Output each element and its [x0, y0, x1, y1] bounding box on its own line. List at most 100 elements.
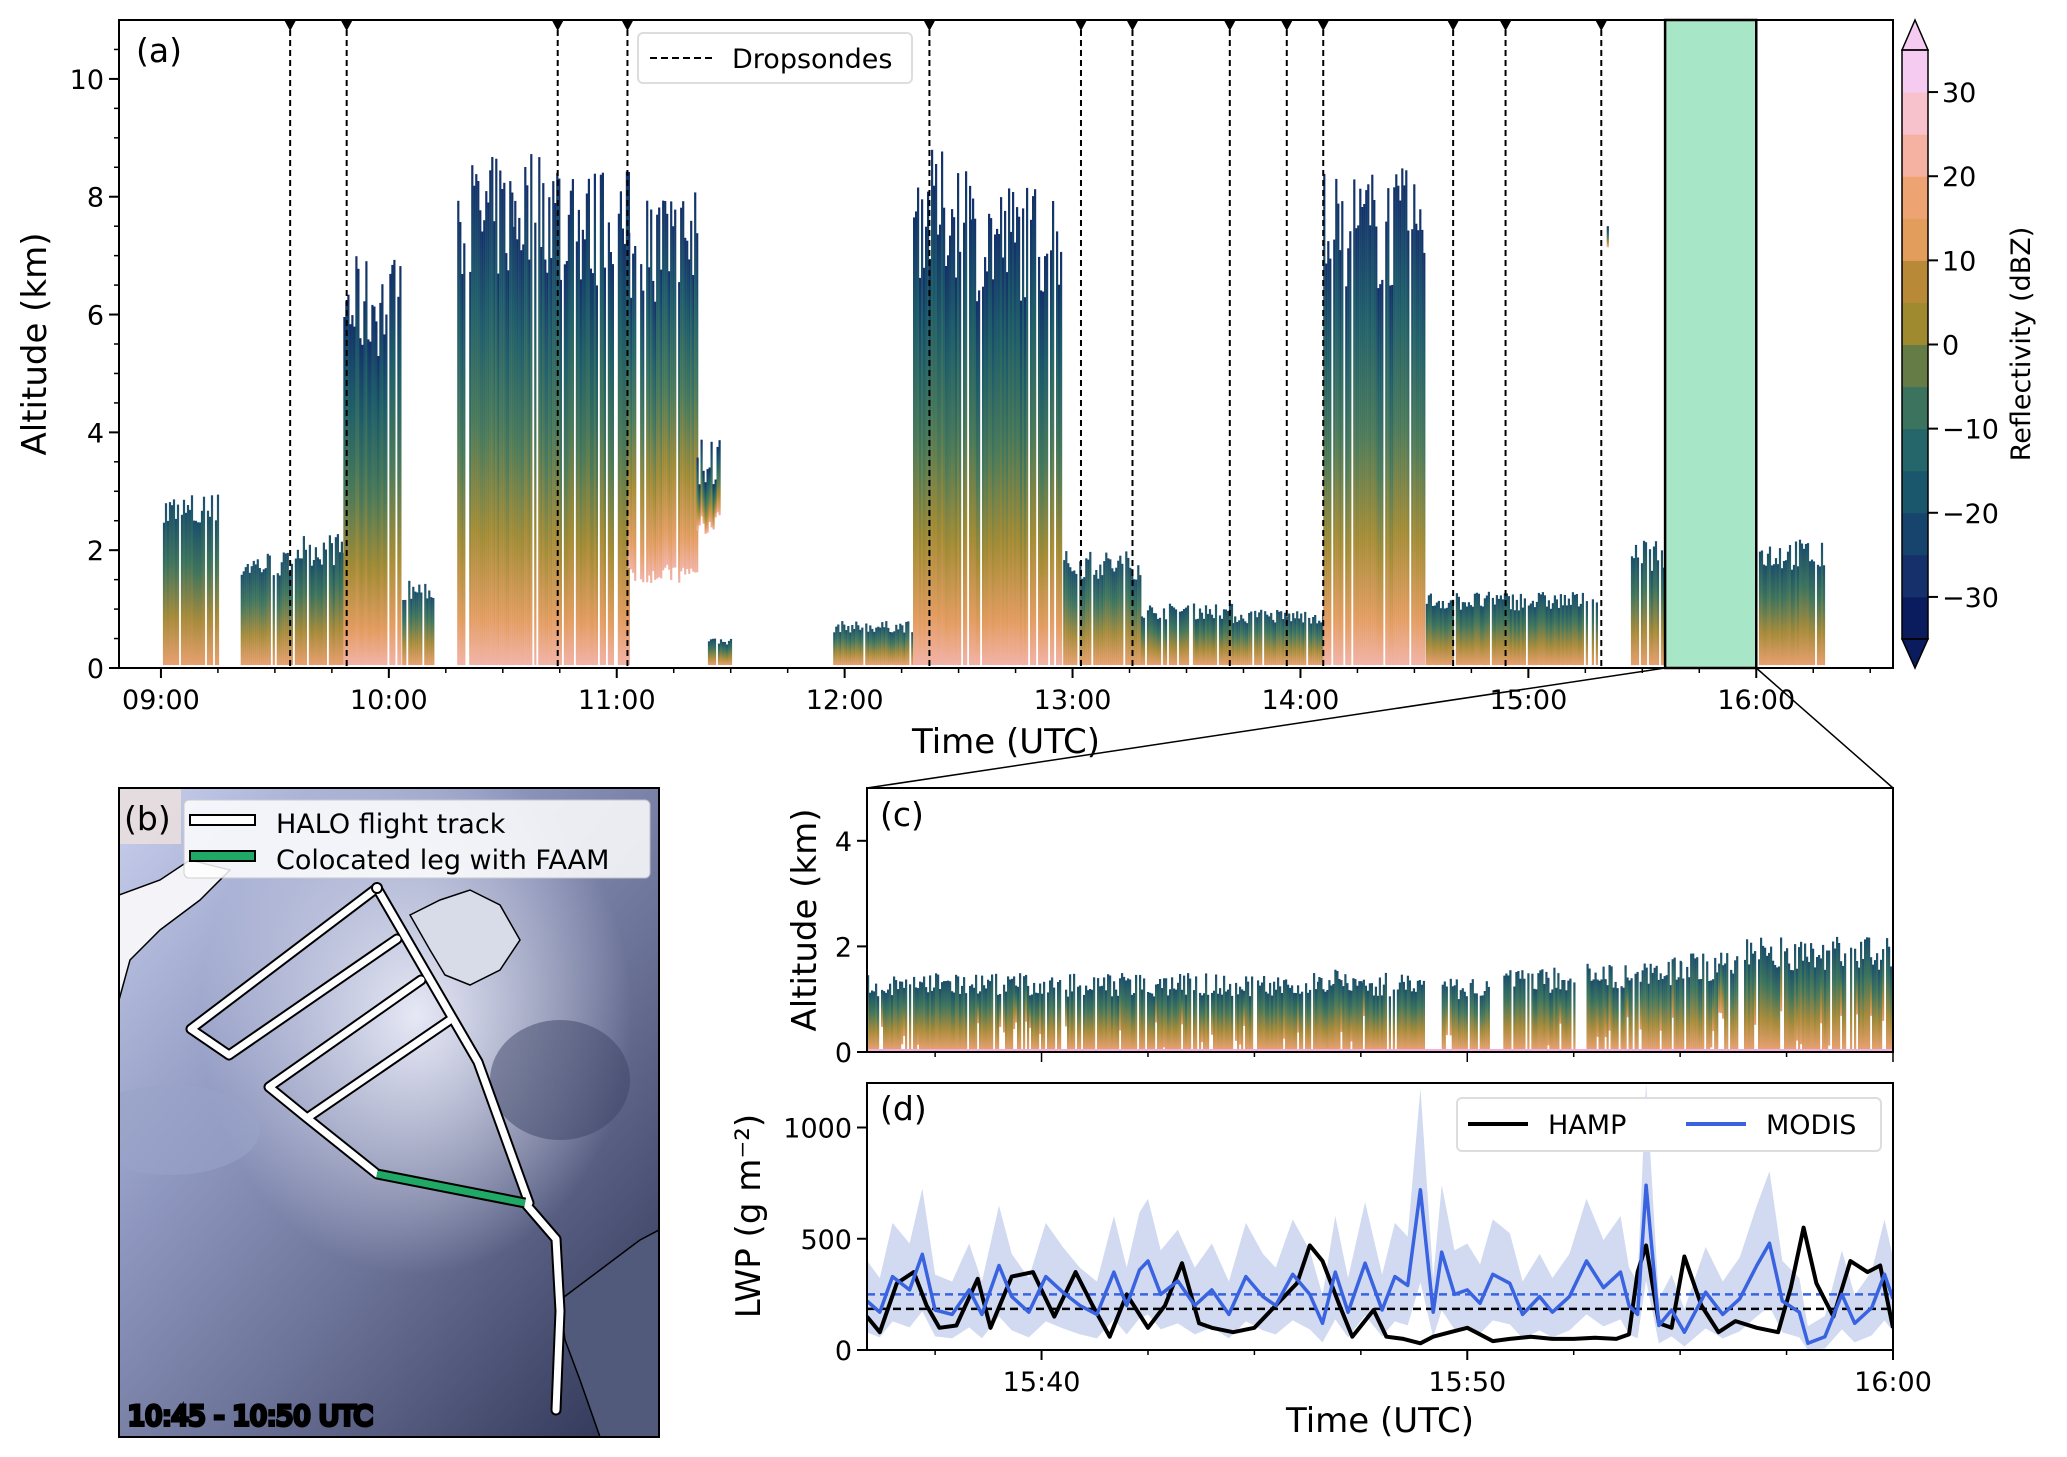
- cloud-column: [1752, 953, 1755, 1050]
- cloud-column: [256, 559, 259, 665]
- cloud-column: [1539, 970, 1542, 1050]
- cloud-column: [1154, 613, 1158, 665]
- cloud-column: [509, 181, 512, 666]
- cloud-column: [869, 625, 872, 665]
- cloud-column: [1445, 607, 1448, 666]
- cloud-column: [1600, 979, 1603, 1050]
- cloud-column: [316, 557, 319, 666]
- colorbar-band: [1902, 512, 1928, 556]
- cloud-column: [1260, 609, 1263, 666]
- cloud-column: [1298, 618, 1301, 666]
- legend-map: HALO flight track Colocated leg with FAA…: [183, 799, 651, 879]
- cloud-column: [1273, 981, 1276, 1050]
- cloud-column: [1019, 973, 1022, 1050]
- cloud-column: [1085, 985, 1088, 1050]
- cloud-column: [166, 520, 170, 665]
- cloud-column: [931, 149, 934, 666]
- cloud-column: [1111, 568, 1114, 666]
- cloud-column: [585, 193, 588, 666]
- cloud-column: [363, 301, 366, 666]
- cloud-column: [312, 560, 315, 665]
- cloud-column: [1271, 995, 1274, 1050]
- cloud-column: [1818, 566, 1822, 666]
- cloud-column: [1744, 959, 1747, 1050]
- cloud-column: [1218, 615, 1222, 665]
- legend-label-colocated: Colocated leg with FAAM: [276, 845, 609, 876]
- cloud-column: [1317, 981, 1320, 1050]
- cloud-column: [393, 259, 396, 666]
- cloud-column: [1381, 279, 1384, 665]
- cloud-column: [550, 258, 553, 666]
- cloud-column: [1119, 978, 1122, 1031]
- cloud-column: [1264, 611, 1267, 666]
- cloud-column: [1487, 986, 1490, 1050]
- cloud-column: [1431, 606, 1434, 665]
- cloud-column: [1669, 985, 1672, 1050]
- cloud-column: [1673, 957, 1676, 1050]
- cloud-column: [367, 339, 370, 665]
- cloud-column: [1139, 974, 1142, 1050]
- cloud-column: [1211, 992, 1214, 1035]
- cloud-column: [1555, 987, 1558, 1050]
- cloud-column: [682, 201, 685, 568]
- cloud-column: [859, 629, 862, 666]
- cloud-column: [1238, 620, 1241, 666]
- cloud-column: [1650, 570, 1654, 666]
- cloud-column: [1808, 962, 1811, 1050]
- cloud-column: [1764, 947, 1767, 1050]
- cloud-column: [632, 253, 635, 573]
- cloud-column: [1656, 560, 1660, 666]
- cloud-column: [1008, 188, 1011, 666]
- colorbar: 30 20 10 0 −10 −20 −30 Reflectivity (dBZ): [1900, 18, 2037, 670]
- cloud-column: [853, 629, 856, 665]
- cloud-column: [1814, 967, 1817, 1050]
- y-tick-label: 1000: [783, 1114, 852, 1145]
- cloud-column: [861, 627, 864, 666]
- cloud-column: [1634, 544, 1638, 666]
- cloud-column: [1099, 986, 1102, 1050]
- cloud-column: [1244, 621, 1247, 666]
- cloud-column: [1463, 602, 1466, 666]
- cloud-column: [361, 344, 364, 666]
- cloud-column: [897, 629, 900, 665]
- cloud-column: [1575, 594, 1578, 666]
- cloud-column: [599, 174, 602, 666]
- cloud-column: [1796, 566, 1800, 665]
- cloud-column: [1531, 600, 1534, 666]
- cloud-column: [365, 261, 368, 665]
- cloud-column: [1416, 980, 1419, 1050]
- cloud-column: [988, 213, 991, 666]
- cloud-column: [1798, 539, 1802, 666]
- cloud-column: [402, 600, 405, 666]
- cloud-column: [357, 268, 360, 665]
- cloud-column: [1402, 981, 1405, 1050]
- cloud-column: [1257, 980, 1260, 1050]
- cloud-column: [1168, 603, 1172, 665]
- cloud-column: [499, 170, 502, 665]
- cloud-column: [1353, 179, 1356, 666]
- cloud-column: [1069, 567, 1072, 665]
- cloud-column: [1414, 991, 1417, 1050]
- cloud-column: [646, 200, 649, 583]
- cloud-column: [1299, 993, 1302, 1050]
- x-tick-label: 10:00: [350, 685, 428, 716]
- cloud-column: [976, 301, 979, 666]
- cloud-column: [1822, 565, 1826, 666]
- panel-b-satellite-map: (b) HALO flight track Colocated leg with…: [118, 787, 660, 1438]
- cloud-column: [1367, 184, 1370, 666]
- cloud-column: [530, 154, 533, 666]
- cloud-column: [260, 572, 263, 665]
- cloud-column: [1523, 978, 1526, 1050]
- cloud-column: [1445, 986, 1448, 1036]
- cloud-column: [889, 632, 892, 665]
- legend-label-hamp: HAMP: [1548, 1110, 1626, 1141]
- cloud-column: [1419, 209, 1422, 666]
- cloud-column: [1551, 603, 1554, 666]
- cloud-column: [1039, 983, 1042, 1035]
- cloud-column: [1373, 200, 1376, 666]
- cloud-column: [497, 273, 500, 666]
- cloud-column: [1870, 957, 1873, 1016]
- cloud-column: [1199, 992, 1202, 1050]
- cloud-column: [1543, 984, 1546, 1050]
- cloud-column: [1192, 603, 1196, 665]
